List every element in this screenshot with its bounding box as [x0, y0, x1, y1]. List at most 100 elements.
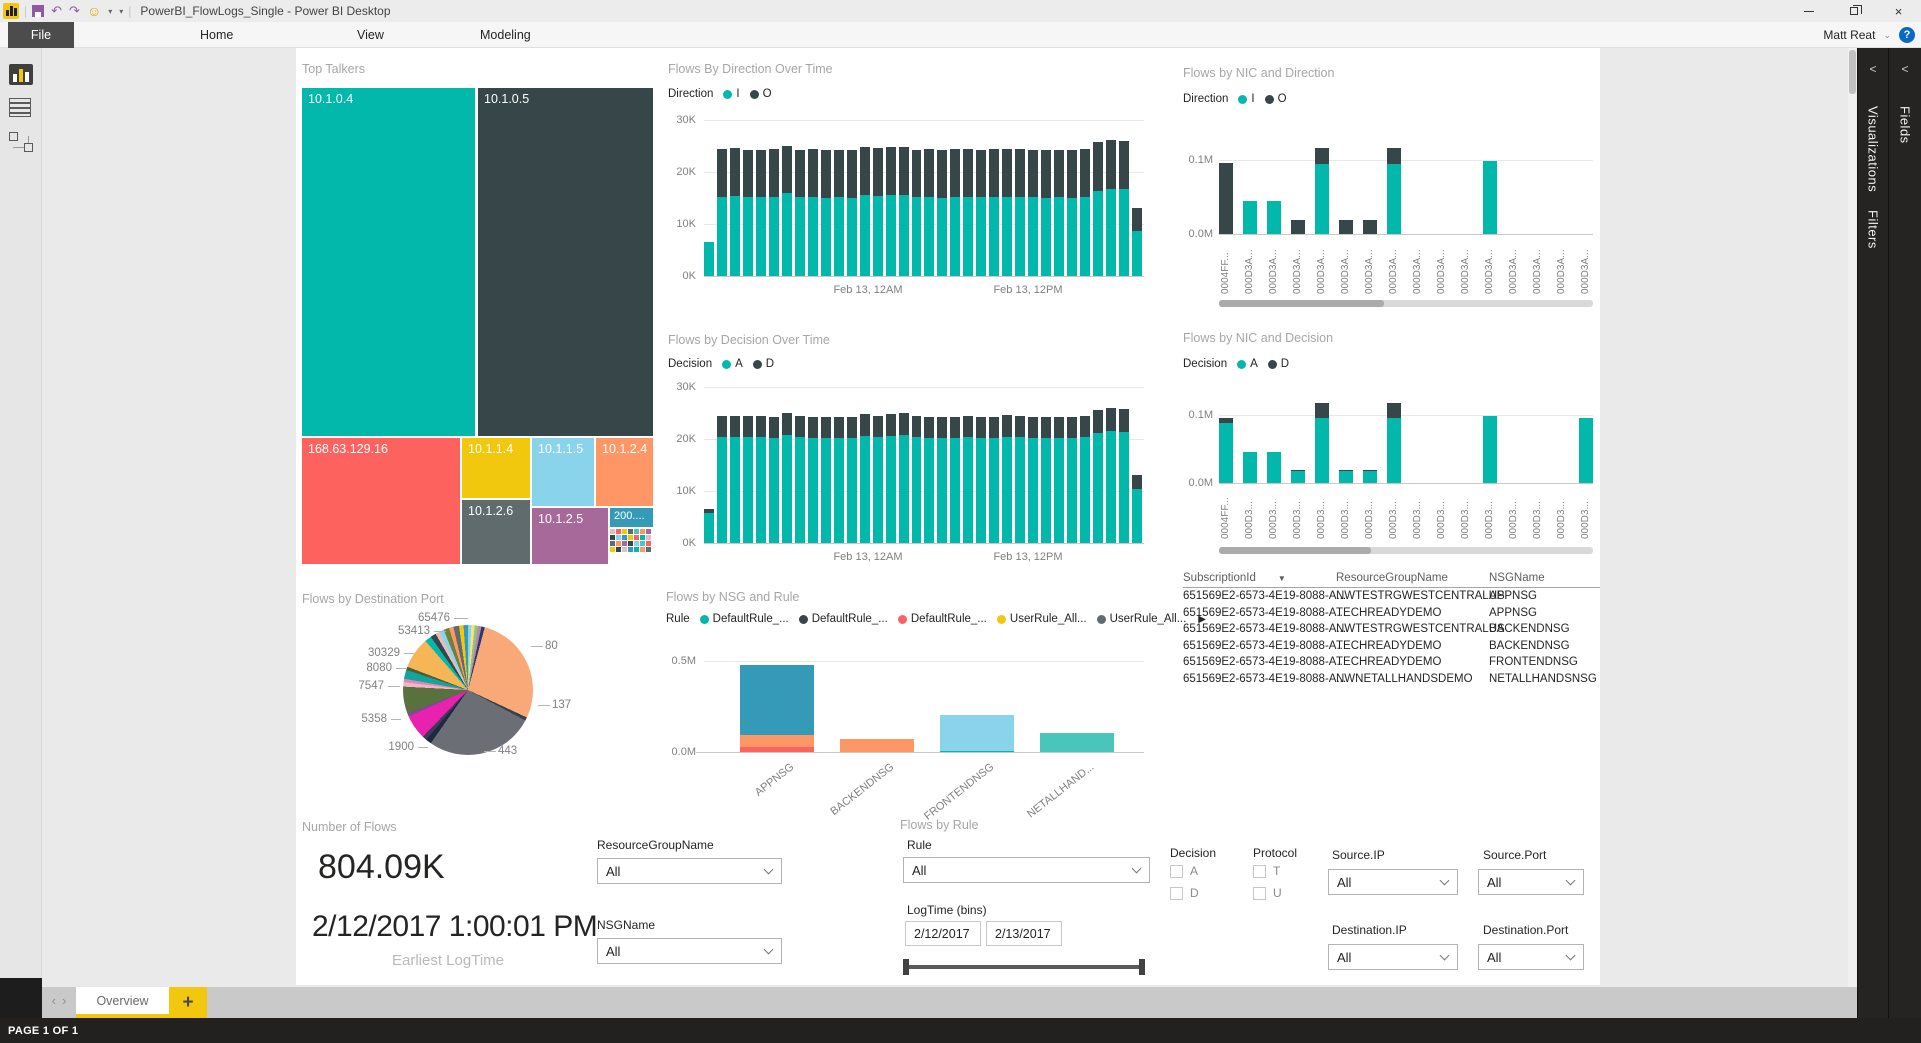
visual-flows-by-nsg-and-rule[interactable]: Flows by NSG and Rule Rule DefaultRule_.…	[666, 585, 1206, 850]
bar[interactable]	[1363, 470, 1377, 483]
bar[interactable]	[1080, 416, 1091, 543]
quick-access-toolbar-dropdown-icon[interactable]: ▾	[119, 6, 124, 16]
bar[interactable]	[1219, 163, 1233, 234]
panel-visualizations-label[interactable]: Visualizations	[1865, 106, 1881, 193]
visual-flows-by-destination-port[interactable]: Flows by Destination Port 65476 53413 3032…	[302, 592, 662, 808]
slider-track[interactable]	[903, 965, 1145, 969]
bar[interactable]	[963, 416, 974, 543]
legend-item[interactable]: I	[723, 88, 740, 100]
bar[interactable]	[1028, 150, 1039, 276]
bar[interactable]	[924, 417, 935, 543]
bar[interactable]	[704, 509, 714, 543]
bar[interactable]	[1339, 470, 1353, 483]
bar[interactable]	[1483, 161, 1497, 234]
legend-item[interactable]: D	[1267, 358, 1289, 370]
panel-fields-label[interactable]: Fields	[1897, 106, 1913, 144]
table-row[interactable]: 651569E2-6573-4E19-8088-A... TECHREADYDEM…	[1183, 606, 1537, 619]
bar[interactable]	[1363, 220, 1377, 234]
bar[interactable]	[846, 150, 857, 276]
legend-item[interactable]: DefaultRule_...	[798, 613, 888, 625]
date-input-end[interactable]: 2/13/2017	[986, 921, 1062, 946]
bar[interactable]	[1093, 410, 1104, 543]
bar[interactable]	[1291, 470, 1305, 483]
legend-more-icon[interactable]: ▶	[1198, 613, 1206, 625]
help-icon[interactable]: ?	[1899, 27, 1915, 43]
slicer-dropdown-destination-port[interactable]: All	[1478, 944, 1584, 970]
menu-view[interactable]: View	[357, 28, 384, 42]
bar[interactable]	[885, 414, 896, 543]
treemap-cell[interactable]: 10.1.2.6	[462, 500, 530, 564]
bar[interactable]	[1054, 417, 1065, 543]
minimize-button[interactable]	[1786, 0, 1831, 22]
legend-item[interactable]: O	[749, 88, 772, 100]
treemap-cell[interactable]: 10.1.2.4	[596, 438, 653, 506]
bar[interactable]	[1119, 409, 1129, 543]
checkbox-decision-d[interactable]	[1170, 886, 1183, 900]
bar[interactable]	[820, 150, 831, 276]
bar[interactable]	[742, 150, 753, 276]
report-view-icon[interactable]	[9, 64, 33, 85]
treemap-cell[interactable]: 10.1.1.4	[462, 438, 530, 498]
bar[interactable]	[768, 149, 779, 276]
expand-panel-icon[interactable]: <	[1869, 62, 1877, 76]
checkbox-decision-a[interactable]	[1170, 864, 1183, 878]
legend-item[interactable]: A	[1237, 358, 1258, 370]
bar[interactable]	[1315, 403, 1329, 483]
powerbi-app-icon[interactable]	[3, 3, 19, 19]
bar[interactable]	[833, 150, 844, 276]
horizontal-scrollbar[interactable]	[1219, 547, 1593, 554]
legend-item[interactable]: UserRule_All...	[996, 613, 1087, 625]
undo-icon[interactable]: ↶	[51, 3, 63, 18]
bar[interactable]	[1002, 149, 1013, 276]
bar[interactable]	[1093, 142, 1104, 276]
prev-page-icon[interactable]: ‹	[51, 993, 56, 1008]
canvas-vertical-scrollbar[interactable]	[1848, 48, 1857, 987]
bar[interactable]	[963, 149, 974, 276]
bar[interactable]	[1387, 148, 1401, 234]
bar[interactable]	[1267, 452, 1281, 483]
bar[interactable]	[1067, 417, 1078, 543]
bar[interactable]	[729, 416, 740, 543]
legend-item[interactable]: I	[1238, 93, 1255, 105]
next-page-icon[interactable]: ›	[62, 993, 67, 1008]
horizontal-scrollbar[interactable]	[1219, 300, 1593, 307]
bar[interactable]	[989, 149, 1000, 276]
bar[interactable]	[1002, 415, 1013, 543]
menu-file[interactable]: File	[8, 22, 74, 48]
legend-items[interactable]: DefaultRule_... DefaultRule_... DefaultRul…	[699, 613, 1186, 625]
bar[interactable]	[740, 665, 814, 752]
bar[interactable]	[859, 147, 870, 276]
save-icon[interactable]	[32, 5, 45, 17]
menu-home[interactable]: Home	[200, 28, 234, 42]
redo-icon[interactable]: ↷	[69, 3, 80, 18]
column-subscriptionid[interactable]: SubscriptionId	[1183, 572, 1256, 584]
bar[interactable]	[898, 147, 909, 276]
bar[interactable]	[1054, 150, 1065, 276]
bar[interactable]	[940, 715, 1014, 752]
bar[interactable]	[937, 417, 948, 543]
bar[interactable]	[1219, 418, 1233, 483]
bar-plot[interactable]	[1219, 102, 1593, 234]
bar[interactable]	[1243, 452, 1257, 483]
bar-plot[interactable]	[1219, 351, 1593, 483]
slicer-dropdown-destination-ip[interactable]: All	[1328, 944, 1458, 970]
bar[interactable]	[1243, 201, 1257, 234]
slider-handle-right[interactable]	[1139, 959, 1145, 975]
bar-plot[interactable]	[704, 387, 1142, 543]
bar[interactable]	[716, 149, 727, 276]
visual-flows-by-direction-over-time[interactable]: Flows By Direction Over Time Direction I…	[666, 58, 1160, 316]
bar[interactable]	[1131, 208, 1142, 276]
scrollbar-thumb[interactable]	[1219, 300, 1384, 307]
feedback-dropdown-icon[interactable]: ▾	[108, 6, 113, 16]
slicer-dropdown-source-ip[interactable]: All	[1328, 869, 1458, 895]
bar[interactable]	[1267, 201, 1281, 234]
slider-handle-left[interactable]	[903, 959, 909, 975]
bar[interactable]	[872, 416, 883, 543]
bar[interactable]	[1028, 417, 1039, 543]
bar[interactable]	[898, 413, 909, 543]
bar[interactable]	[1106, 408, 1116, 543]
